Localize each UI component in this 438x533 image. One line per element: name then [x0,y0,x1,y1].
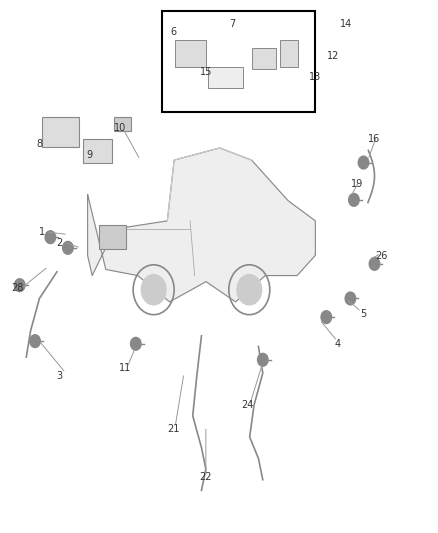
Circle shape [131,337,141,350]
Bar [252,48,276,69]
Bar [280,40,298,67]
Bar [42,117,79,147]
Circle shape [358,156,369,169]
Text: 22: 22 [200,472,212,482]
Text: 13: 13 [309,72,321,82]
Bar [114,117,131,131]
Text: 26: 26 [375,251,387,261]
Circle shape [45,231,56,244]
Text: 11: 11 [119,363,131,373]
Text: 10: 10 [114,123,127,133]
Text: 24: 24 [241,400,254,410]
Circle shape [14,279,25,292]
Text: 28: 28 [11,283,24,293]
Circle shape [141,274,166,305]
Circle shape [258,353,268,366]
Polygon shape [88,148,315,302]
Circle shape [63,241,73,254]
Bar [208,67,243,88]
Circle shape [345,292,356,305]
Text: 14: 14 [340,19,352,29]
Circle shape [237,274,262,305]
Text: 9: 9 [87,150,93,159]
Circle shape [369,257,380,270]
Bar [175,40,206,67]
Circle shape [321,311,332,324]
Circle shape [349,193,359,206]
Text: 6: 6 [170,27,176,37]
Text: 21: 21 [167,424,179,434]
Text: 15: 15 [200,67,212,77]
Text: 2: 2 [56,238,62,247]
Bar [83,139,112,163]
Bar [99,225,126,249]
Text: 3: 3 [56,371,62,381]
Circle shape [30,335,40,348]
Text: 1: 1 [39,227,45,237]
Text: 4: 4 [334,339,340,349]
Text: 19: 19 [351,179,363,189]
Bar [162,11,315,112]
Text: 16: 16 [368,134,381,143]
Text: 12: 12 [327,51,339,61]
Text: 5: 5 [360,310,367,319]
Text: 7: 7 [229,19,235,29]
Text: 8: 8 [36,139,42,149]
